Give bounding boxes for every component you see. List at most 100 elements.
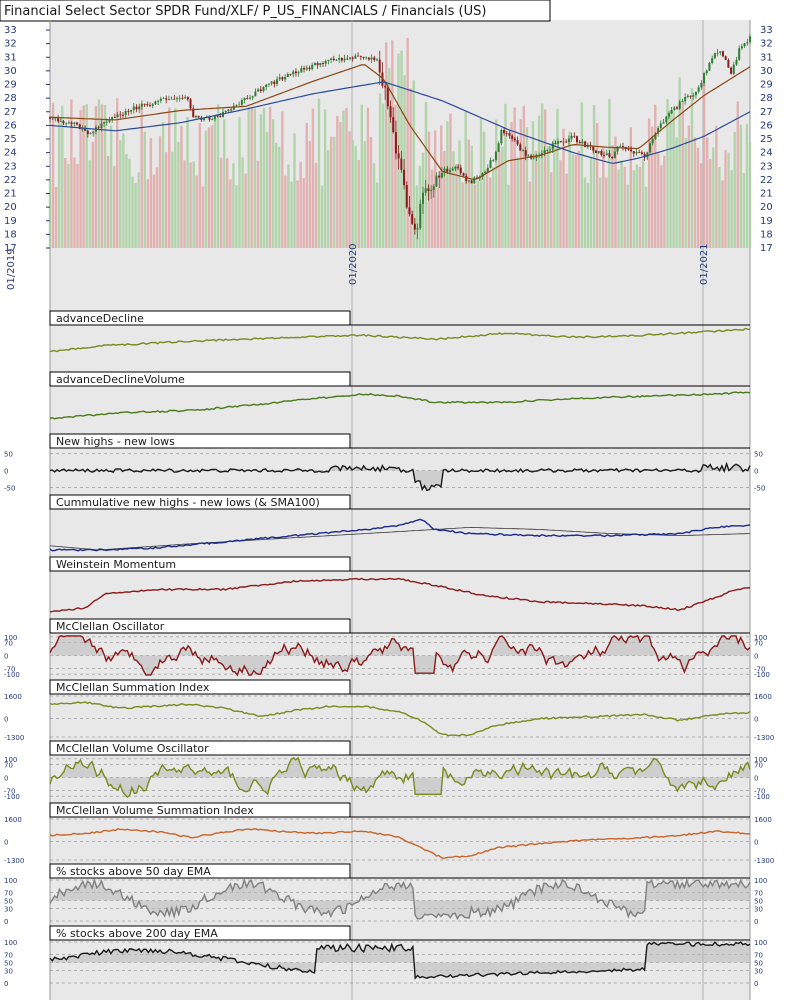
volume-bar (122, 133, 125, 248)
volume-bar (262, 107, 266, 248)
volume-bar (433, 130, 437, 248)
volume-bar (91, 141, 94, 248)
candle-body (389, 106, 392, 118)
volume-bar (702, 82, 706, 248)
candle-body (181, 98, 184, 99)
volume-bar (562, 128, 565, 248)
volume-bar (626, 184, 629, 248)
candle-body (597, 151, 600, 153)
candle-body (511, 135, 514, 139)
volume-bar (112, 166, 116, 248)
panel-y-tick-right: 70 (754, 761, 763, 769)
candle-body (324, 60, 327, 64)
candle-body (178, 98, 181, 99)
volume-bar (507, 184, 510, 248)
panel-y-tick-right: -70 (754, 666, 765, 674)
candle-body (494, 151, 497, 160)
candle-body (378, 59, 381, 73)
volume-bar (219, 157, 223, 248)
candle-body (459, 167, 462, 174)
y-tick-label-left: 19 (4, 216, 17, 227)
y-tick-label-left: 23 (4, 161, 17, 172)
panel-y-tick-left: 0 (4, 653, 8, 661)
volume-bar (534, 150, 538, 248)
volume-bar (360, 104, 363, 248)
volume-bar (342, 110, 345, 248)
indicator-line (49, 327, 751, 353)
y-tick-label-left: 20 (4, 202, 17, 213)
volume-bar (388, 68, 391, 249)
candle-body (584, 141, 587, 148)
panel-title: advanceDecline (56, 312, 144, 325)
candle-body (738, 48, 741, 60)
candle-body (400, 158, 403, 170)
volume-bar (742, 172, 746, 248)
indicator-panel: advanceDecline (49, 310, 751, 353)
panel-y-tick-left: 100 (4, 939, 17, 947)
candle-body (140, 103, 143, 107)
volume-bar (675, 137, 678, 248)
volume-bar (644, 186, 648, 248)
candle-body (678, 101, 681, 109)
volume-bar (568, 131, 571, 248)
y-tick-label-right: 32 (760, 39, 773, 50)
panel-y-tick-right: 100 (754, 939, 767, 947)
panel-title-box (49, 494, 351, 510)
y-tick-label-right: 30 (760, 66, 773, 77)
panel-y-tick-left: 0 (4, 468, 8, 476)
panel-title-box (49, 679, 351, 695)
panel-y-tick-left: -70 (4, 788, 15, 796)
panel-y-tick-left: -100 (4, 671, 20, 679)
volume-bar (657, 152, 660, 248)
volume-bar (140, 103, 143, 248)
volume-bar (614, 136, 617, 248)
candle-body (605, 153, 608, 156)
candle-body (667, 113, 670, 117)
panel-y-tick-left: 30 (4, 906, 13, 914)
candle-body (70, 122, 73, 124)
volume-bar (164, 152, 168, 248)
candle-body (438, 175, 441, 178)
candle-body (354, 55, 357, 59)
volume-bar (149, 138, 153, 248)
candle-body (467, 180, 470, 182)
candle-body (230, 109, 233, 111)
y-tick-label-right: 20 (760, 202, 773, 213)
candle-body (649, 143, 651, 153)
panel-y-tick-right: 1600 (754, 693, 772, 701)
volume-bar (470, 145, 474, 248)
candle-body (92, 131, 95, 134)
candle-body (505, 133, 508, 134)
volume-bar (678, 77, 681, 248)
candle-body (173, 98, 176, 100)
price-chart: 17 17 18 18 19 19 20 20 21 21 22 22 23 23 24 24 25 25 26 26… (4, 20, 773, 1000)
volume-bar (611, 145, 614, 248)
candle-body (276, 79, 279, 85)
volume-bar (605, 177, 608, 248)
volume-bar (403, 75, 406, 249)
panel-title: Cummulative new highs - new lows (& SMA1… (56, 496, 320, 509)
volume-bar (608, 99, 611, 248)
volume-bar (232, 163, 235, 248)
volume-bar (229, 179, 232, 248)
indicator-line (49, 518, 751, 552)
panel-y-tick-right: 0 (754, 468, 758, 476)
volume-bar (54, 186, 58, 248)
volume-bar (748, 141, 752, 248)
y-tick-label-right: 24 (760, 148, 773, 159)
volume-bar (650, 126, 654, 248)
y-tick-label-left: 25 (4, 134, 17, 145)
volume-bar (525, 127, 529, 248)
candle-body (470, 180, 473, 184)
volume-bar (553, 138, 556, 248)
panel-y-tick-left: 70 (4, 951, 13, 959)
volume-bar (461, 182, 464, 248)
panel-y-tick-right: 70 (754, 951, 763, 959)
volume-bar (131, 176, 134, 248)
volume-bar (599, 177, 602, 248)
volume-bar (516, 157, 519, 248)
candle-body (443, 168, 446, 173)
candle-body (638, 152, 641, 153)
